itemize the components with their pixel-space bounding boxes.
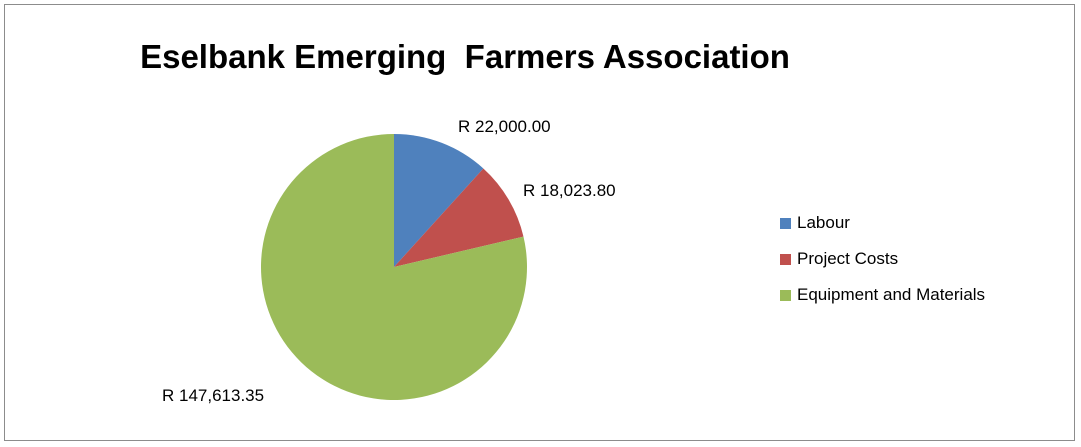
legend-swatch-labour <box>780 217 791 229</box>
data-label-project-costs: R 18,023.80 <box>523 181 616 200</box>
data-label-labour: R 22,000.00 <box>458 117 551 136</box>
chart-area <box>4 4 1075 441</box>
legend-item-project-costs: Project Costs <box>780 246 985 272</box>
legend-item-equipment-and-materials: Equipment and Materials <box>780 282 985 308</box>
legend-label-labour: Labour <box>797 213 850 232</box>
chart-title: Eselbank Emerging Farmers Association <box>140 38 790 75</box>
legend-swatch-equipment-and-materials <box>780 289 791 301</box>
pie-slice-project-costs <box>394 168 524 267</box>
pie-slice-labour <box>394 134 484 267</box>
legend-label-project-costs: Project Costs <box>797 249 899 268</box>
legend-label-equipment-and-materials: Equipment and Materials <box>797 285 986 304</box>
legend-swatch-project-costs <box>780 253 791 265</box>
legend-item-labour: Labour <box>780 210 985 236</box>
data-label-equipment-and-materials: R 147,613.35 <box>162 386 264 405</box>
legend: Labour Project Costs Equipment and Mater… <box>780 210 985 318</box>
pie-slice-equipment-and-materials <box>261 134 528 400</box>
